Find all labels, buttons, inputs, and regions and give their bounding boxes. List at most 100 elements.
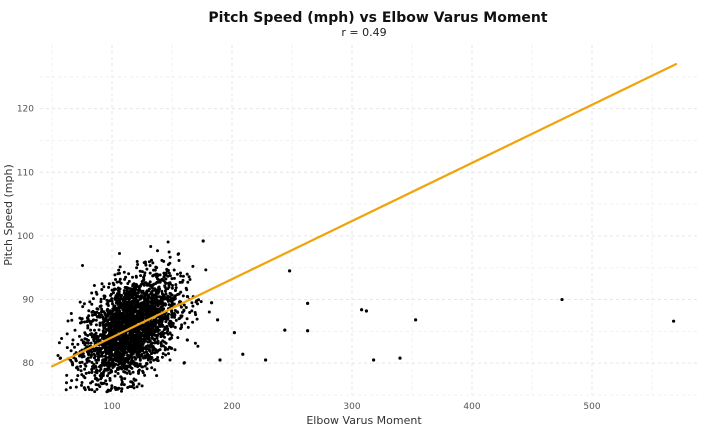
data-point xyxy=(191,264,195,268)
data-point xyxy=(127,369,131,373)
data-point xyxy=(114,319,118,323)
data-point xyxy=(178,316,182,320)
data-point xyxy=(176,310,180,314)
data-point xyxy=(168,255,172,259)
data-point xyxy=(76,374,80,378)
data-point xyxy=(147,288,151,292)
data-point xyxy=(80,373,84,377)
data-point xyxy=(81,305,85,309)
outlier-point xyxy=(414,318,418,322)
data-point xyxy=(149,357,153,361)
data-point xyxy=(149,284,153,288)
data-point xyxy=(138,346,142,350)
data-point xyxy=(116,387,120,391)
data-point xyxy=(181,294,185,298)
data-point xyxy=(134,302,138,306)
data-point xyxy=(174,318,178,322)
data-point xyxy=(153,333,157,337)
data-point xyxy=(117,289,121,293)
data-point xyxy=(135,260,139,263)
data-point xyxy=(163,346,167,350)
data-point xyxy=(105,298,109,302)
data-point xyxy=(131,313,135,317)
data-point xyxy=(147,325,151,328)
data-point xyxy=(122,319,126,323)
data-point xyxy=(164,317,168,321)
outlier-point xyxy=(216,318,220,322)
data-point xyxy=(138,337,142,341)
outlier-point xyxy=(372,358,376,362)
data-point xyxy=(144,311,148,315)
data-point xyxy=(129,308,133,312)
data-point xyxy=(182,361,186,365)
data-point xyxy=(182,303,186,307)
data-point xyxy=(158,295,162,299)
data-point xyxy=(114,294,118,298)
data-point xyxy=(149,360,153,364)
data-point xyxy=(169,319,173,323)
data-point xyxy=(153,324,157,328)
data-point xyxy=(133,355,136,359)
data-point xyxy=(187,275,191,279)
data-point xyxy=(148,349,152,353)
data-point xyxy=(125,303,129,307)
data-point xyxy=(145,292,149,296)
data-point xyxy=(156,319,160,323)
data-point xyxy=(115,317,119,321)
data-point xyxy=(127,279,131,283)
data-point xyxy=(159,335,163,338)
data-point xyxy=(150,352,153,356)
data-point xyxy=(78,361,82,365)
data-point xyxy=(148,344,151,348)
data-point xyxy=(139,296,143,299)
data-point xyxy=(162,328,166,332)
data-point xyxy=(135,319,139,323)
data-point xyxy=(152,346,156,350)
data-point xyxy=(90,332,94,336)
data-point xyxy=(146,347,150,351)
data-point xyxy=(87,353,91,357)
data-point xyxy=(160,292,164,296)
data-point xyxy=(110,370,113,374)
data-point xyxy=(191,320,195,324)
outlier-point xyxy=(360,308,364,312)
data-point xyxy=(120,367,124,371)
data-point xyxy=(136,351,140,354)
data-point xyxy=(119,375,123,379)
data-point xyxy=(123,367,127,371)
data-point xyxy=(87,309,91,313)
data-point xyxy=(170,312,174,316)
data-point xyxy=(78,354,81,358)
data-point xyxy=(92,338,96,342)
data-point xyxy=(120,354,124,358)
data-point xyxy=(86,326,90,330)
data-point xyxy=(111,302,114,306)
data-point xyxy=(180,314,184,318)
data-point xyxy=(140,384,144,388)
data-point xyxy=(148,331,152,335)
data-point xyxy=(169,292,173,296)
data-point xyxy=(167,283,171,287)
data-point xyxy=(142,351,146,355)
data-point xyxy=(160,304,164,308)
data-point xyxy=(122,291,126,295)
data-point xyxy=(73,345,76,349)
data-point xyxy=(153,368,157,372)
outlier-point xyxy=(241,352,245,356)
data-point xyxy=(56,354,60,357)
data-point xyxy=(171,284,174,287)
data-point xyxy=(120,380,124,384)
y-tick-label: 80 xyxy=(23,359,35,369)
data-point xyxy=(115,356,119,360)
data-point xyxy=(145,355,149,358)
data-point xyxy=(204,268,208,272)
data-point xyxy=(60,337,64,340)
data-point xyxy=(124,313,128,317)
data-point xyxy=(166,240,170,244)
data-point xyxy=(196,302,199,306)
data-point xyxy=(131,275,134,279)
data-point xyxy=(86,356,90,360)
data-point xyxy=(145,367,149,371)
data-point xyxy=(127,297,131,301)
data-point xyxy=(157,307,161,311)
